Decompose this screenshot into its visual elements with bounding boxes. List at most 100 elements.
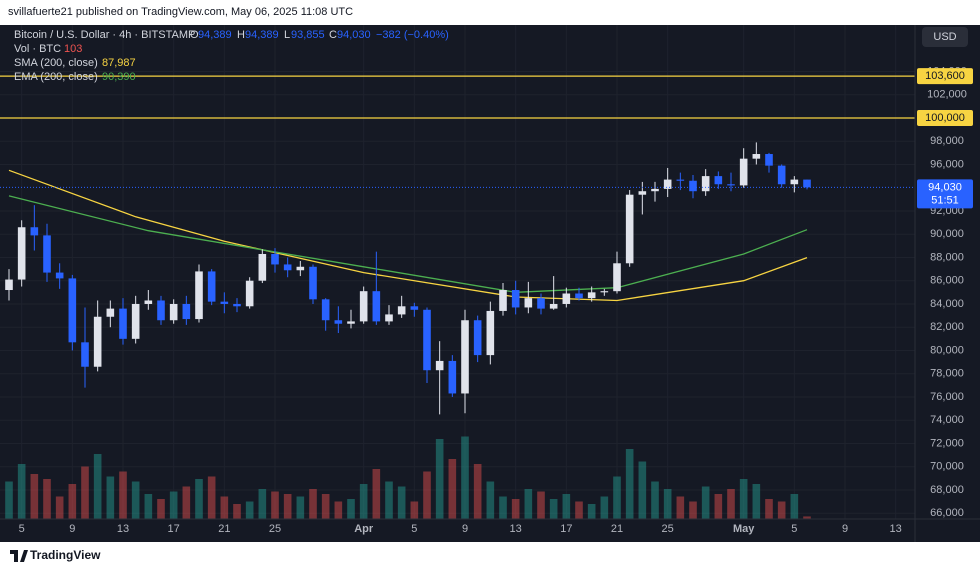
plot (0, 25, 915, 519)
volume-bar (131, 481, 140, 519)
candle-body (157, 300, 165, 321)
candle-body (549, 303, 558, 309)
y-tick-label: 80,000 (930, 344, 964, 356)
volume-bar (5, 481, 13, 519)
ema-label: EMA (200, close) (14, 71, 98, 83)
volume-bar (169, 491, 178, 519)
candle-body (397, 306, 406, 315)
candle-body (600, 291, 609, 293)
brand: TradingView (30, 548, 101, 562)
ohlc-change: −382 (−0.40%) (376, 29, 449, 41)
volume-bar (689, 501, 697, 519)
level-tag (917, 109, 973, 126)
volume-bar (803, 516, 811, 519)
candle-body (803, 179, 811, 188)
volume-bar (157, 499, 165, 519)
x-tick-label: May (733, 523, 755, 535)
volume-bar (448, 459, 457, 519)
volume-bar (613, 476, 621, 519)
x-tick-label: 17 (168, 523, 180, 535)
candle-body (714, 176, 723, 185)
volume-bar (245, 501, 254, 519)
volume-bar (55, 496, 64, 519)
volume-bar (271, 491, 279, 519)
candle-body (55, 272, 64, 279)
ohlc-value: 94,389 (198, 29, 232, 41)
volume-bar (714, 494, 723, 519)
volume-bar (752, 484, 761, 519)
volume-bar (435, 439, 444, 519)
y-tick-label: 86,000 (930, 275, 964, 287)
candle-body (93, 316, 102, 367)
candle-body (283, 264, 292, 271)
y-tick-label: 72,000 (930, 437, 964, 449)
volume-bar (283, 494, 292, 519)
symbol: Bitcoin / U.S. Dollar · 4h · BITSTAMP (14, 29, 195, 41)
sma-label: SMA (200, close) (14, 57, 98, 69)
volume-bar (575, 501, 583, 519)
x-tick-label: 5 (411, 523, 417, 535)
y-tick-label: 78,000 (930, 368, 964, 380)
candle-body (676, 179, 685, 181)
y-tick-label: 90,000 (930, 228, 964, 240)
level-label: 103,600 (925, 70, 965, 82)
logo (10, 550, 28, 562)
candle-body (131, 303, 140, 339)
candle-body (537, 298, 545, 309)
volume-bar (676, 496, 685, 519)
volume-bar (423, 471, 431, 519)
ohlc-value: 93,855 (291, 29, 325, 41)
level-tag (917, 68, 973, 85)
candle-body (220, 301, 229, 304)
candle-body (777, 165, 786, 185)
currency[interactable]: USD (933, 31, 956, 43)
candle-body (562, 293, 571, 304)
x-tick-label: 25 (269, 523, 281, 535)
candle-body (435, 360, 444, 371)
volume-bar (727, 489, 735, 519)
y-tick-label: 66,000 (930, 507, 964, 519)
x-tick-label: 17 (560, 523, 572, 535)
candle-body (613, 263, 621, 292)
x-tick-label: 5 (19, 523, 25, 535)
candle-body (144, 300, 153, 304)
volume-bar (410, 501, 419, 519)
candle-body (473, 320, 482, 356)
candle-body (625, 194, 634, 264)
ohlc-key: H (237, 29, 245, 41)
candle-body (207, 271, 216, 302)
candle-body (575, 293, 583, 299)
candle-body (739, 158, 748, 186)
volume-bar (233, 504, 241, 519)
ohlc-key: L (284, 29, 290, 41)
candle-body (486, 310, 495, 356)
x-tick-label: 9 (69, 523, 75, 535)
volume-bar (296, 496, 305, 519)
volume-bar (309, 489, 317, 519)
y-tick-label: 74,000 (930, 414, 964, 426)
candle-body (68, 278, 77, 343)
candle-body (511, 290, 520, 308)
volume-bar (473, 464, 482, 519)
candle-body (321, 299, 330, 321)
y-tick-label: 76,000 (930, 391, 964, 403)
ohlc-value: 94,389 (245, 29, 279, 41)
candle-body (372, 291, 381, 322)
candle-body (17, 227, 26, 280)
last-price-tag (917, 179, 973, 209)
volume-bar (195, 479, 203, 519)
candle-body (701, 176, 710, 192)
x-tick-label: 13 (890, 523, 902, 535)
volume-bar (106, 476, 115, 519)
candle-body (30, 227, 39, 236)
chart-bg (0, 25, 980, 542)
candle-body (347, 321, 355, 324)
currency-button[interactable] (922, 27, 968, 47)
volume-bar (30, 474, 39, 519)
candle-body (119, 308, 127, 339)
candle-body (423, 309, 431, 371)
volume-bar (372, 469, 381, 519)
candle-body (524, 298, 533, 308)
candle-body (334, 320, 343, 324)
